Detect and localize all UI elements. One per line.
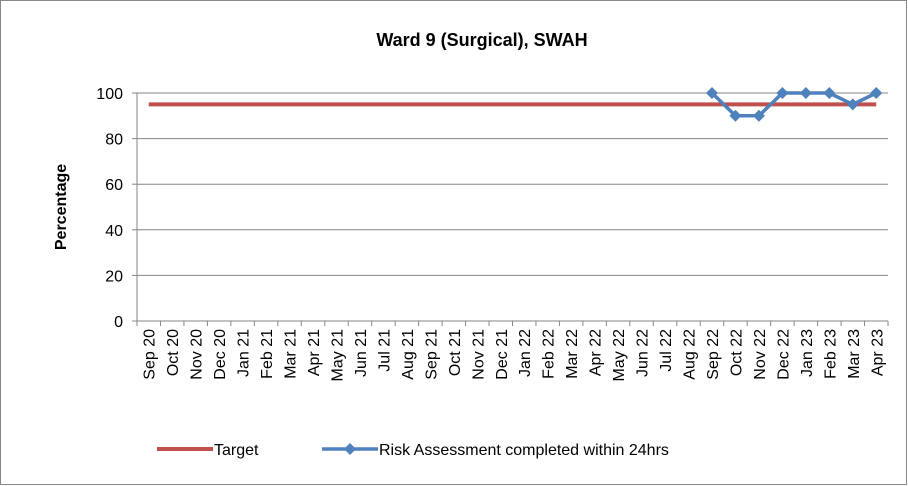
chart-title: Ward 9 (Surgical), SWAH: [376, 30, 587, 50]
y-tick-label: 20: [105, 268, 123, 285]
x-tick-label: Dec 22: [775, 329, 792, 380]
x-tick-label: Jun 22: [635, 329, 652, 377]
x-tick-label: Feb 22: [541, 329, 558, 379]
x-tick-label: Jun 21: [353, 329, 370, 377]
x-tick-label: Sep 22: [705, 329, 722, 380]
x-tick-label: Oct 21: [447, 329, 464, 376]
legend-label: Target: [214, 442, 259, 459]
y-tick-label: 60: [105, 177, 123, 194]
x-tick-label: Nov 20: [189, 329, 206, 380]
x-tick-label: Sep 20: [142, 329, 159, 380]
y-tick-label: 100: [96, 86, 123, 103]
x-tick-label: Apr 21: [306, 329, 323, 376]
x-tick-label: Jul 21: [376, 329, 393, 372]
x-tick-label: Jan 21: [236, 329, 253, 377]
x-tick-label: Apr 22: [588, 329, 605, 376]
marker: [799, 87, 812, 99]
marker: [823, 87, 836, 99]
x-tick-label: Sep 21: [423, 329, 440, 380]
x-tick-label: Mar 23: [846, 329, 863, 379]
marker: [729, 109, 742, 122]
x-tick-label: Nov 22: [752, 329, 769, 380]
x-tick-label: Jan 23: [799, 329, 816, 377]
x-tick-label: Dec 21: [494, 329, 511, 380]
y-tick-label: 40: [105, 223, 123, 240]
marker: [846, 98, 859, 111]
marker: [776, 87, 789, 99]
x-tick-label: Oct 20: [165, 329, 182, 376]
x-tick-label: Jul 22: [658, 329, 675, 372]
y-tick-label: 80: [105, 132, 123, 149]
x-tick-label: May 22: [611, 329, 628, 382]
legend-marker: [344, 443, 356, 455]
marker: [752, 109, 765, 122]
y-axis-label: Percentage: [53, 164, 70, 250]
x-tick-label: May 21: [329, 329, 346, 382]
x-tick-label: Mar 21: [283, 329, 300, 379]
x-tick-label: Mar 22: [564, 329, 581, 379]
marker: [870, 87, 883, 99]
x-tick-label: Feb 23: [822, 329, 839, 379]
x-tick-label: Aug 22: [682, 329, 699, 380]
y-tick-label: 0: [114, 314, 123, 331]
x-tick-label: Nov 21: [470, 329, 487, 380]
x-tick-label: Feb 21: [259, 329, 276, 379]
legend-label: Risk Assessment completed within 24hrs: [379, 442, 669, 459]
x-tick-label: Jan 22: [517, 329, 534, 377]
x-tick-label: Aug 21: [400, 329, 417, 380]
x-tick-label: Oct 22: [728, 329, 745, 376]
x-tick-label: Apr 23: [869, 329, 886, 376]
x-tick-label: Dec 20: [212, 329, 229, 380]
marker: [705, 87, 718, 99]
